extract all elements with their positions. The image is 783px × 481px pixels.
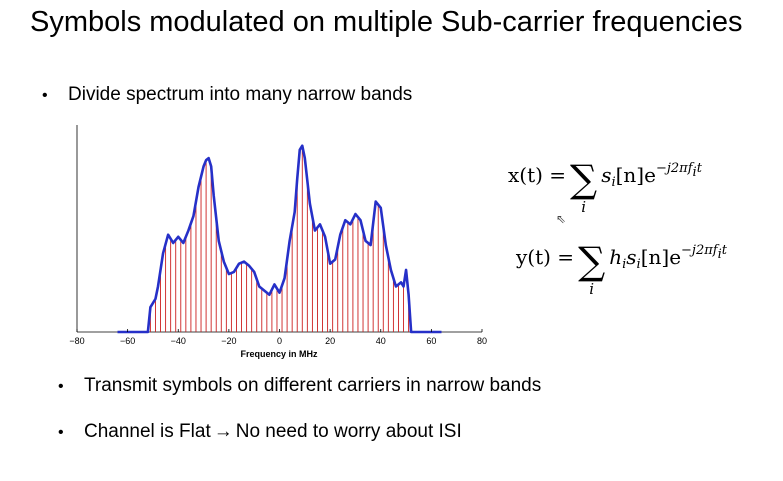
equation-x: x(t) = ∑ i si[n]e−j2πfit	[508, 157, 702, 216]
x-axis-title: Frequency in MHz	[240, 349, 318, 359]
x-tick-label: −60	[120, 336, 135, 346]
eq-x-lhs: x(t) =	[508, 163, 567, 187]
bullet-text: Divide spectrum into many narrow bands	[68, 84, 413, 105]
eq-x-s-sub: i	[611, 175, 616, 190]
bullet-channel-flat: • Channel is Flat → No need to worry about …	[58, 421, 462, 443]
mouse-cursor-icon: ⇖	[556, 212, 567, 226]
eq-y-exp-tail: t	[721, 243, 727, 258]
x-tick-label: 20	[325, 336, 335, 346]
eq-x-s: s	[601, 163, 612, 187]
eq-y-exp-sub: i	[717, 247, 722, 262]
sum-index: i	[589, 280, 595, 298]
x-tick-label: −80	[69, 336, 84, 346]
sum-symbol: ∑ i	[570, 157, 598, 216]
eq-y-s: s	[626, 245, 637, 269]
eq-x-exp-sub: i	[692, 165, 697, 180]
eq-y-h-sub: i	[622, 257, 627, 272]
sum-index: i	[581, 198, 587, 216]
eq-x-exp: −j2πf	[655, 161, 693, 176]
eq-y-lhs: y(t) =	[516, 245, 575, 269]
bullet-text: Transmit symbols on different carriers i…	[84, 375, 542, 396]
bullet-dot: •	[58, 424, 64, 441]
plot-area	[76, 125, 482, 333]
equation-y: y(t) = ∑ i hisi[n]e−j2πfit	[516, 239, 727, 298]
right-arrow-icon: →	[213, 421, 233, 442]
bullet-text-left: Channel is Flat	[84, 421, 211, 442]
bullet-dot: •	[58, 378, 64, 395]
eq-x-n: [n]e	[615, 163, 656, 187]
x-tick-label: 40	[376, 336, 386, 346]
spectrum-envelope-line	[117, 144, 442, 334]
x-tick-label: 60	[426, 336, 436, 346]
bullet-text-right: No need to worry about ISI	[235, 421, 462, 442]
eq-x-exp-tail: t	[696, 161, 702, 176]
x-tick-label: −20	[221, 336, 236, 346]
x-tick-label: −40	[171, 336, 186, 346]
eq-y-exp: −j2πf	[681, 243, 718, 258]
bullet-divide-spectrum: • Divide spectrum into many narrow bands	[42, 84, 412, 106]
bullet-dot: •	[42, 87, 48, 104]
eq-y-h: h	[609, 245, 623, 269]
spectrum-chart: −80 −60 −40 −20 0 20 40 60 80 Frequency in MHz	[69, 125, 487, 359]
eq-y-s-sub: i	[636, 257, 641, 272]
x-tick-label: 80	[477, 336, 487, 346]
sum-symbol: ∑ i	[578, 239, 606, 298]
eq-y-n: [n]e	[640, 245, 682, 269]
slide-title: Symbols modulated on multiple Sub-carrie…	[30, 6, 743, 38]
x-ticks: −80 −60 −40 −20 0 20 40 60 80	[69, 329, 487, 346]
subcarrier-lines	[149, 145, 410, 332]
bullet-transmit-symbols: • Transmit symbols on different carriers …	[58, 375, 541, 397]
x-tick-label: 0	[277, 336, 282, 346]
